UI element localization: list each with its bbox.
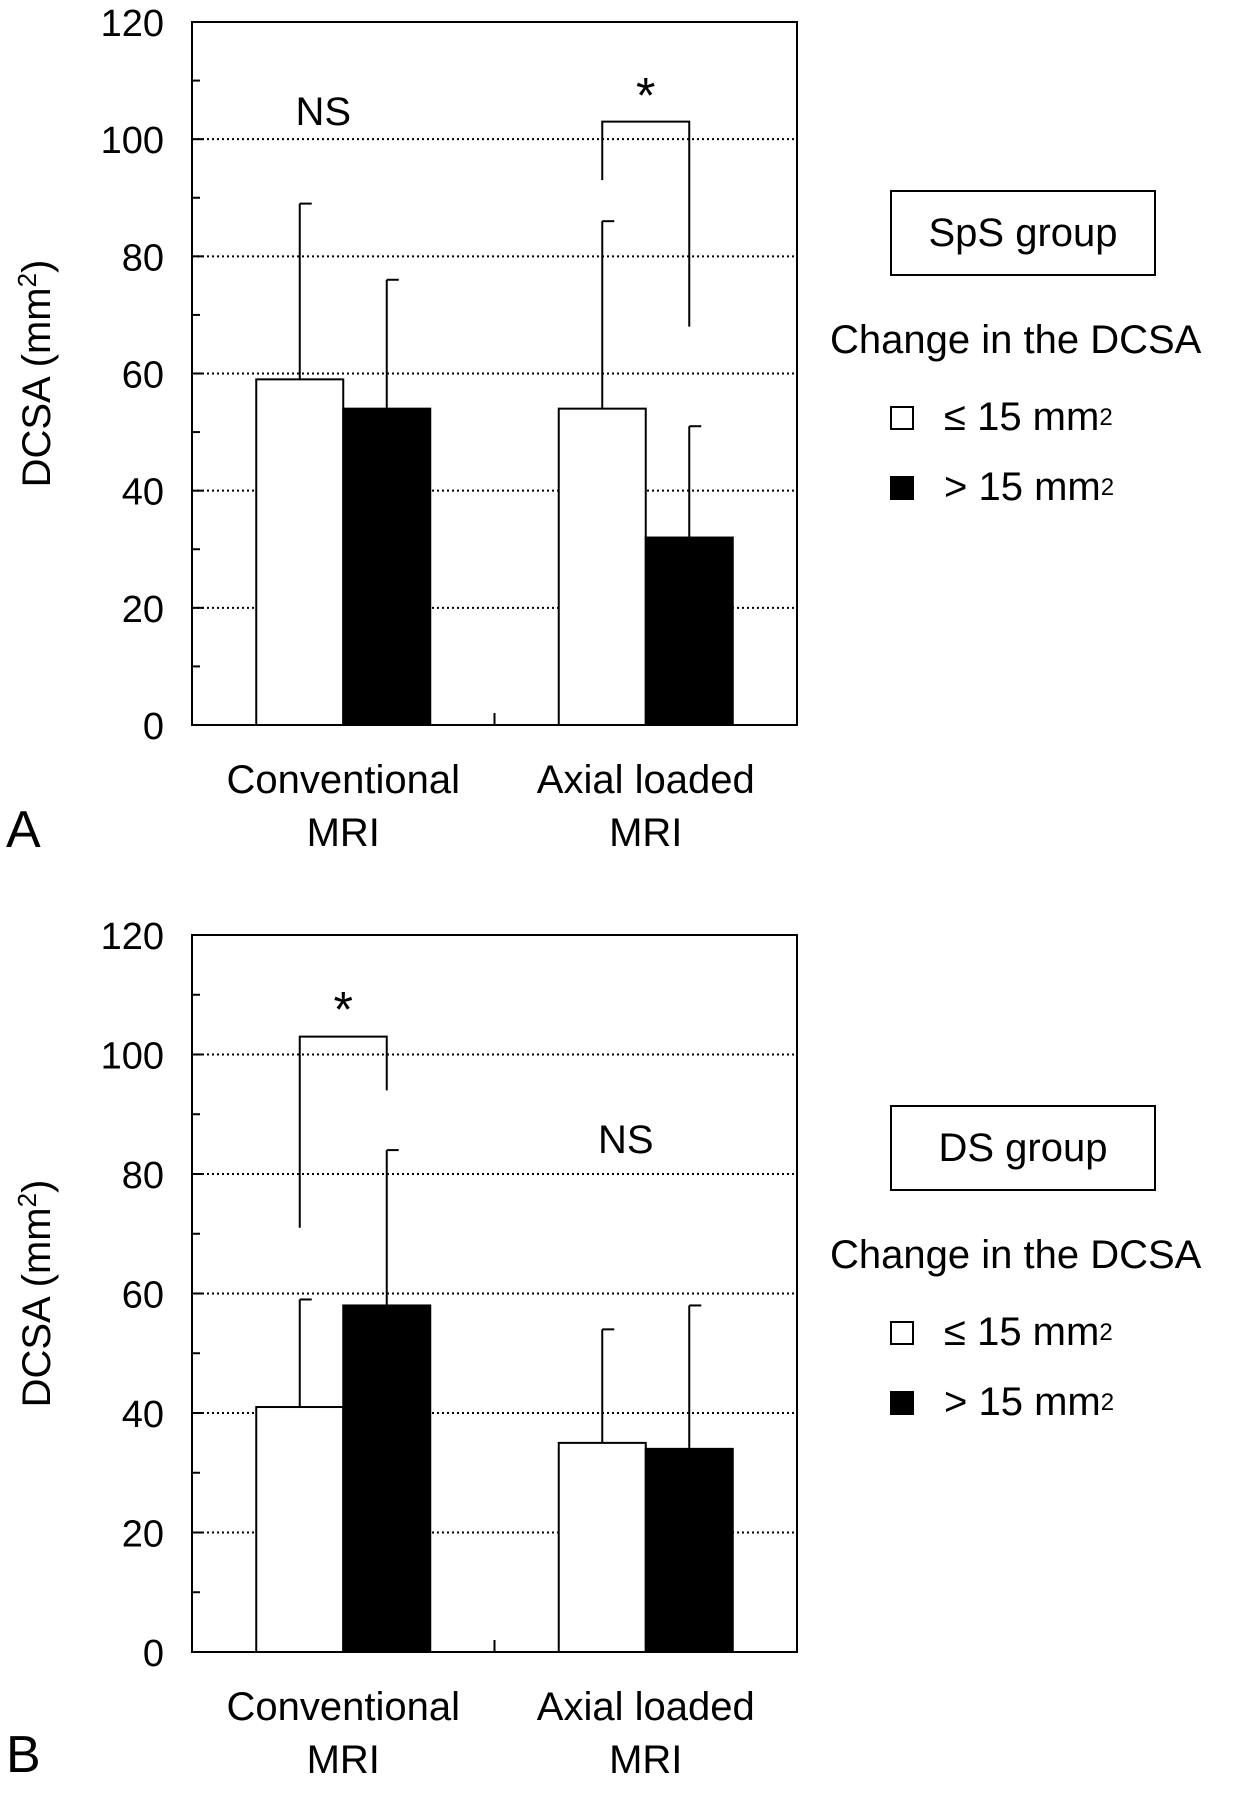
y-tick-label: 40 [122,1394,164,1436]
bar [342,407,432,726]
legend-label: ≤ 15 mm [944,1310,1100,1354]
panel-label: B [6,1726,41,1784]
legend-label: > 15 mm [944,465,1101,509]
significance-label: * [636,67,655,123]
x-tick-label: MRI [609,1738,682,1782]
chart-a: 0 20 40 60 80 100 120 DCSA (mm2) Conventional MRI… [12,3,798,855]
legend-title: Change in the DCSA [830,1233,1202,1277]
bar [255,1406,345,1653]
y-tick-label: 80 [122,1155,164,1197]
bar [342,1304,432,1653]
legend-swatch-black [890,1390,914,1415]
y-tick-label: 60 [122,1275,164,1317]
bar [644,536,734,726]
x-tick-label: Axial loaded [537,758,755,802]
legend-label: ≤ 15 mm [944,395,1100,439]
legend-label: > 15 mm [944,1380,1101,1424]
legend-group-label: SpS group [928,210,1118,255]
legend-swatch-white [890,1320,914,1345]
legend-group-box: SpS group [890,190,1156,276]
significance-label: * [334,982,353,1038]
bar [644,1447,734,1653]
legend-item-le15: ≤ 15 mm 2 [890,1310,1113,1355]
legend-swatch-white [890,405,914,430]
x-tick-label: MRI [609,811,682,855]
significance-bracket [298,1035,388,1228]
y-tick-label: 20 [122,589,164,631]
legend-group-label: DS group [938,1125,1108,1170]
y-tick-label: 60 [122,355,164,397]
chart-b: 0 20 40 60 80 100 120 DCSA (mm2) Conventional MRI… [12,916,798,1782]
legend-item-le15: ≤ 15 mm 2 [890,395,1113,440]
panel-a: 0 20 40 60 80 100 120 DCSA (mm2) Conventional MRI… [6,3,1202,859]
y-tick-label: 120 [101,916,164,958]
significance-label: NS [598,1118,654,1162]
y-axis-label: DCSA (mm2) [12,260,59,488]
significance-bracket [601,120,691,327]
y-tick-label: 40 [122,472,164,514]
legend-group-box: DS group [890,1105,1156,1191]
y-axis-label: DCSA (mm2) [12,1180,59,1408]
legend-title: Change in the DCSA [830,318,1202,362]
x-tick-label: Axial loaded [537,1685,755,1729]
bar [557,1441,647,1653]
y-tick-label: 100 [101,120,164,162]
y-tick-label: 100 [101,1036,164,1078]
legend-item-gt15: > 15 mm 2 [890,465,1114,510]
x-tick-label: MRI [307,811,380,855]
y-tick-label: 80 [122,237,164,279]
y-tick-label: 120 [101,3,164,45]
x-tick-label: MRI [307,1738,380,1782]
x-tick-label: Conventional [227,1685,461,1729]
legend-swatch-black [890,475,914,500]
y-tick-label: 0 [143,1633,164,1675]
panel-label: A [6,801,41,859]
panel-b: 0 20 40 60 80 100 120 DCSA (mm2) Conventional MRI… [0,900,1250,1800]
legend-item-gt15: > 15 mm 2 [890,1380,1114,1425]
y-tick-label: 20 [122,1514,164,1556]
bar [255,378,345,726]
x-tick-label: Conventional [227,758,461,802]
significance-label: NS [295,90,351,134]
y-tick-label: 0 [143,706,164,748]
bar [557,407,647,726]
